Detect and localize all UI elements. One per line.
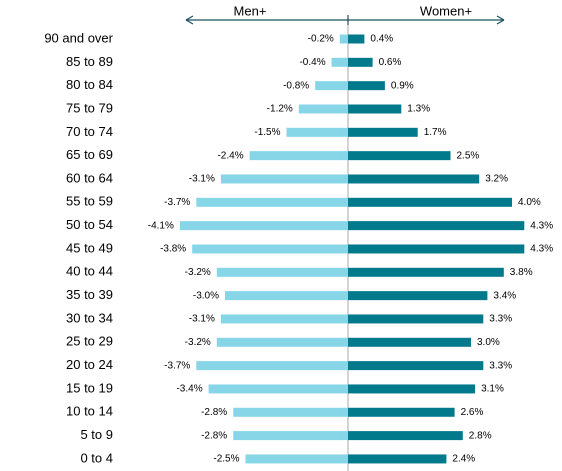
value-label: 3.8% <box>510 267 533 278</box>
value-label: -0.8% <box>283 80 309 91</box>
bar <box>348 431 463 441</box>
value-label: 3.2% <box>485 174 508 185</box>
category-label: 30 to 34 <box>66 310 113 325</box>
bar <box>348 384 476 394</box>
bar <box>233 407 348 417</box>
bar <box>348 197 512 207</box>
value-label: -0.4% <box>299 57 325 68</box>
bar <box>348 314 484 324</box>
category-label: 75 to 79 <box>66 100 113 115</box>
category-label: 60 to 64 <box>66 170 113 185</box>
bar <box>220 174 348 184</box>
category-label: 20 to 24 <box>66 357 113 372</box>
value-label: 2.8% <box>469 430 492 441</box>
legend-men: Men+ <box>234 3 267 18</box>
bar <box>348 81 385 91</box>
bar <box>192 244 348 254</box>
value-label: 3.1% <box>481 384 504 395</box>
category-label: 90 and over <box>44 30 113 45</box>
bar <box>179 221 348 231</box>
bar <box>348 407 455 417</box>
arrow-heads <box>185 15 505 25</box>
value-label: 2.6% <box>461 407 484 418</box>
bar <box>348 291 488 301</box>
bar <box>348 127 418 137</box>
bar <box>348 244 525 254</box>
value-label: -1.2% <box>267 104 293 115</box>
value-label: -2.4% <box>217 150 243 161</box>
category-label: 0 to 4 <box>80 450 113 465</box>
bar <box>339 34 348 44</box>
value-label: 1.3% <box>407 104 430 115</box>
value-label: 3.0% <box>477 337 500 348</box>
value-label: -0.2% <box>308 34 334 45</box>
bar <box>196 197 348 207</box>
bar <box>208 384 348 394</box>
category-label: 35 to 39 <box>66 287 113 302</box>
value-label: -3.4% <box>176 384 202 395</box>
category-label: 65 to 69 <box>66 147 113 162</box>
bar <box>216 267 348 277</box>
legend-women: Women+ <box>420 3 472 18</box>
bar <box>348 221 525 231</box>
value-label: 3.3% <box>489 360 512 371</box>
bar <box>286 127 348 137</box>
bar <box>216 337 348 347</box>
value-label: 0.4% <box>370 34 393 45</box>
value-label: -3.1% <box>189 174 215 185</box>
value-label: -4.1% <box>148 220 174 231</box>
value-label: -3.8% <box>160 244 186 255</box>
bar <box>348 151 451 161</box>
bar <box>315 81 348 91</box>
value-label: 2.4% <box>452 454 475 465</box>
category-label: 40 to 44 <box>66 264 113 279</box>
bar <box>249 151 348 161</box>
bar <box>348 267 504 277</box>
value-label: 1.7% <box>424 127 447 138</box>
bar <box>348 34 365 44</box>
value-label: 3.3% <box>489 314 512 325</box>
category-label: 25 to 29 <box>66 334 113 349</box>
value-label: 4.3% <box>530 220 553 231</box>
value-label: -2.8% <box>201 430 227 441</box>
category-label: 5 to 9 <box>80 427 113 442</box>
category-label: 10 to 14 <box>66 404 113 419</box>
category-label: 80 to 84 <box>66 77 113 92</box>
bar <box>233 431 348 441</box>
category-label: 70 to 74 <box>66 124 113 139</box>
value-label: -2.8% <box>201 407 227 418</box>
value-label: -3.7% <box>164 197 190 208</box>
category-label: 15 to 19 <box>66 380 113 395</box>
bar <box>196 361 348 371</box>
category-label: 45 to 49 <box>66 240 113 255</box>
value-label: -3.1% <box>189 314 215 325</box>
value-label: 2.5% <box>457 150 480 161</box>
value-label: -3.2% <box>185 337 211 348</box>
bar <box>348 104 402 114</box>
bar <box>298 104 348 114</box>
category-label: 50 to 54 <box>66 217 113 232</box>
bar <box>220 314 348 324</box>
value-label: 3.4% <box>493 290 516 301</box>
value-label: 0.9% <box>391 80 414 91</box>
value-label: -2.5% <box>213 454 239 465</box>
bar <box>348 57 373 67</box>
value-label: 0.6% <box>379 57 402 68</box>
value-label: -3.7% <box>164 360 190 371</box>
category-label: 55 to 59 <box>66 194 113 209</box>
value-label: -3.2% <box>185 267 211 278</box>
bar <box>348 361 484 371</box>
bar <box>348 454 447 464</box>
value-label: 4.0% <box>518 197 541 208</box>
category-label: 85 to 89 <box>66 54 113 69</box>
bar <box>225 291 348 301</box>
bar <box>348 174 480 184</box>
bar <box>331 57 348 67</box>
bar <box>245 454 348 464</box>
value-label: 4.3% <box>530 244 553 255</box>
bar <box>348 337 471 347</box>
value-label: -1.5% <box>254 127 280 138</box>
value-label: -3.0% <box>193 290 219 301</box>
